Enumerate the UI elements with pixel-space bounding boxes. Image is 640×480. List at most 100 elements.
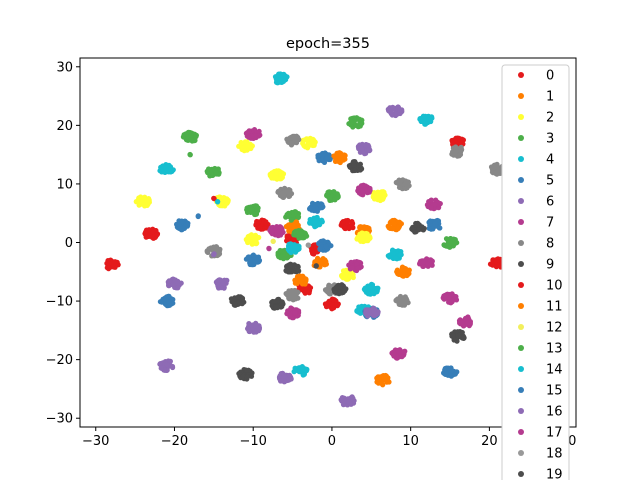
legend-marker (518, 450, 524, 456)
data-point (322, 301, 328, 307)
data-point (360, 189, 366, 195)
legend-label: 9 (546, 258, 554, 273)
data-point (349, 265, 355, 271)
data-point (246, 128, 252, 134)
data-point (287, 312, 293, 318)
legend-marker (518, 219, 524, 225)
data-point (273, 170, 280, 176)
data-point (424, 202, 430, 208)
data-point (375, 376, 381, 382)
data-point (286, 372, 293, 378)
data-point (443, 293, 449, 299)
legend-label: 17 (546, 426, 563, 441)
cluster-5-1 (157, 293, 176, 309)
data-point (247, 258, 253, 264)
data-point (357, 224, 363, 230)
data-point (163, 165, 169, 171)
data-point (383, 377, 389, 383)
legend-label: 5 (546, 174, 554, 189)
data-point (354, 308, 360, 314)
data-point (349, 219, 355, 226)
data-point (280, 301, 286, 307)
legend-marker (518, 366, 524, 372)
cluster-4-2 (291, 364, 310, 378)
data-point (335, 151, 341, 157)
data-point (138, 194, 144, 200)
data-point (331, 297, 337, 303)
data-point (390, 251, 397, 257)
cluster-9-2 (269, 296, 286, 311)
data-point (489, 261, 495, 267)
data-point (395, 271, 401, 277)
legend-marker (518, 240, 524, 246)
data-point (370, 289, 376, 295)
data-point (365, 291, 371, 297)
cluster-11-0 (293, 219, 300, 225)
x-tick-label: −10 (239, 434, 266, 449)
data-point (367, 186, 373, 192)
data-point (288, 249, 294, 256)
data-point (166, 293, 172, 299)
x-tick-label: 10 (402, 434, 419, 449)
data-point (402, 181, 408, 187)
chart-title: epoch=355 (286, 36, 370, 52)
data-point (281, 78, 287, 84)
cluster-2-7 (354, 230, 373, 245)
data-point (363, 142, 369, 148)
data-point (349, 270, 355, 276)
data-point (305, 142, 311, 149)
data-point (253, 254, 259, 260)
data-point (365, 238, 371, 244)
data-point (288, 217, 294, 223)
data-point (320, 158, 326, 164)
data-point (292, 310, 298, 316)
y-tick-label: −10 (46, 295, 73, 310)
data-point (312, 202, 318, 208)
cluster-3-4 (291, 228, 310, 241)
data-point (467, 320, 473, 326)
cluster-19-0 (313, 263, 319, 269)
data-point (461, 334, 467, 340)
data-point (457, 151, 464, 158)
cluster-0-0 (104, 257, 121, 272)
data-point (452, 240, 458, 246)
legend-marker (518, 471, 524, 477)
data-point (443, 366, 449, 372)
data-point (295, 295, 301, 301)
cluster-2-1 (236, 139, 255, 154)
legend-marker (518, 114, 524, 120)
data-point (264, 224, 270, 230)
data-point (286, 213, 292, 219)
data-point (279, 190, 285, 196)
data-point (397, 107, 403, 113)
data-point (215, 199, 221, 205)
data-point (273, 174, 279, 180)
data-point (256, 128, 262, 134)
data-point (428, 197, 434, 203)
cluster-1-1 (283, 221, 302, 235)
data-point (378, 380, 384, 386)
data-point (358, 145, 364, 151)
cluster-8-1 (275, 185, 295, 200)
cluster-8-6 (393, 293, 411, 308)
data-point (329, 302, 335, 308)
data-point (305, 242, 311, 248)
x-tick-label: 0 (328, 434, 336, 449)
data-point (314, 259, 320, 265)
cluster-2-2 (300, 135, 318, 151)
data-point (106, 265, 112, 271)
data-point (239, 301, 245, 307)
data-point (204, 168, 210, 174)
data-point (248, 232, 255, 238)
data-point (277, 247, 283, 254)
data-point (306, 289, 312, 295)
cluster-7-7 (389, 347, 408, 361)
y-tick-label: −30 (46, 412, 73, 427)
data-point (404, 272, 410, 279)
cluster-7-8 (284, 305, 302, 321)
data-point (195, 213, 201, 220)
data-point (144, 199, 150, 205)
data-point (157, 299, 163, 305)
